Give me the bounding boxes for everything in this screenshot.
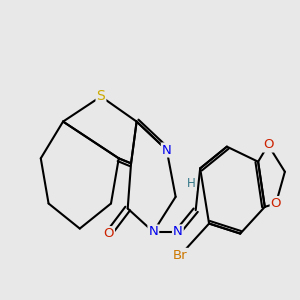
Text: O: O	[263, 139, 273, 152]
Text: O: O	[271, 197, 281, 210]
Text: N: N	[162, 143, 172, 157]
Text: N: N	[148, 225, 158, 239]
Text: H: H	[187, 177, 196, 190]
Text: N: N	[173, 225, 183, 239]
Text: S: S	[97, 89, 105, 103]
Text: Br: Br	[173, 249, 188, 262]
Text: O: O	[103, 227, 114, 240]
